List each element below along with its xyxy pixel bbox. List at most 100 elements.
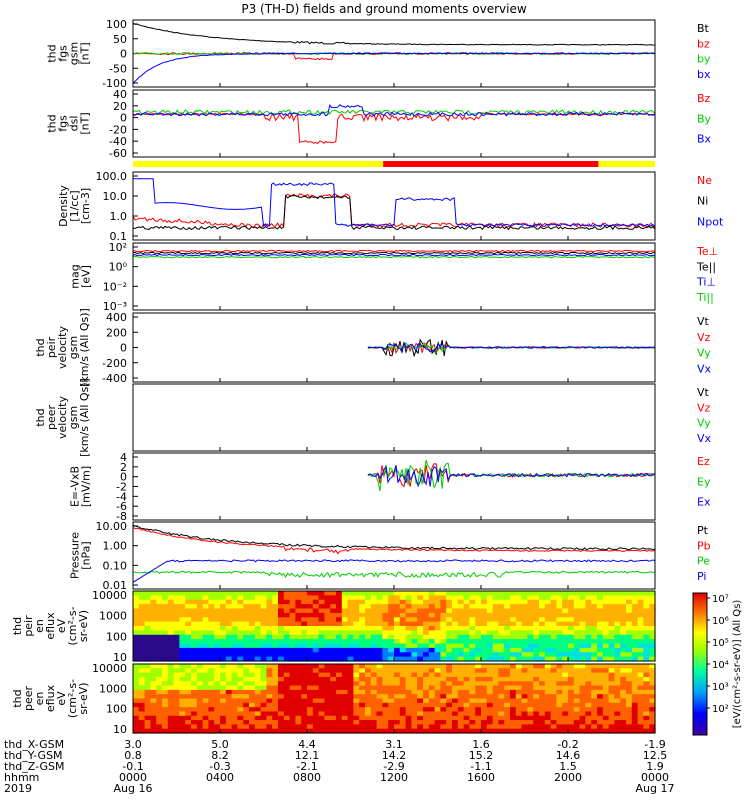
colorbar-tick-label: 10⁶ [712, 616, 729, 627]
spectrogram-cell [643, 702, 650, 708]
spectrogram-cell [341, 664, 349, 669]
spectrogram-cell [370, 630, 378, 636]
spectrogram-cell [220, 604, 227, 610]
spectrogram-cell [562, 591, 569, 596]
spectrogram-cell [138, 630, 146, 636]
spectrogram-cell [510, 664, 517, 669]
spectrogram-cell [324, 634, 331, 640]
spectrogram-cell [626, 595, 633, 601]
spectrogram-cell [446, 711, 453, 717]
spectrogram-cell [301, 634, 308, 640]
spectrogram-cell [266, 702, 273, 708]
spectrogram-cell [237, 608, 244, 614]
spectrogram-cell [295, 652, 302, 658]
spectrogram-cell [608, 676, 615, 682]
y-axis-label: [km/s (All Qs)] [78, 378, 91, 457]
spectrogram-cell [254, 698, 262, 704]
series-line-By [132, 109, 656, 115]
spectrogram-cell [643, 643, 650, 649]
spectrogram-cell [504, 715, 511, 721]
spectrogram-cell [243, 707, 250, 713]
panel-density: 100.010.01.00.1Density[1/cc][cm-3]NeNiNp… [57, 170, 724, 243]
spectrogram-cell [573, 604, 581, 610]
spectrogram-cell [544, 643, 552, 649]
spectrogram-cell [637, 668, 644, 674]
x-tick-label: -0.3 [209, 760, 230, 773]
spectrogram-cell [341, 599, 349, 605]
spectrogram-cell [539, 591, 546, 596]
spectrogram-cell [365, 621, 372, 627]
spectrogram-cell [359, 626, 366, 631]
spectrogram-cell [515, 715, 523, 721]
spectrogram-cell [231, 720, 238, 725]
spectrogram-cell [591, 608, 598, 614]
spectrogram-cell [231, 604, 238, 610]
spectrogram-cell [365, 720, 372, 725]
spectrogram-cell [614, 724, 621, 730]
spectrogram-cell [550, 681, 557, 687]
spectrogram-cell [446, 639, 453, 645]
spectrogram-cell [359, 676, 366, 682]
spectrogram-cell [394, 604, 401, 610]
spectrogram-cell [249, 681, 256, 687]
y-tick-label: 2 [120, 461, 127, 474]
spectrogram-cell [162, 694, 169, 700]
spectrogram-cell [463, 656, 470, 662]
spectrogram-cell [591, 672, 598, 678]
spectrogram-cell [504, 702, 511, 708]
spectrogram-cell [515, 634, 523, 640]
spectrogram-cell [602, 617, 610, 623]
spectrogram-cell [637, 652, 644, 658]
spectrogram-cell [272, 724, 279, 730]
spectrogram-cell [278, 639, 285, 645]
spectrogram-cell [486, 604, 494, 610]
spectrogram-cell [243, 664, 250, 669]
spectrogram-cell [428, 698, 436, 704]
y-tick-label: 0.01 [103, 579, 128, 592]
spectrogram-cell [353, 608, 360, 614]
spectrogram-cell [162, 664, 169, 669]
spectrogram-cell [144, 685, 151, 691]
spectrogram-cell [295, 595, 302, 601]
spectrogram-cell [550, 711, 557, 717]
spectrogram-cell [365, 715, 372, 721]
spectrogram-cell [527, 604, 534, 610]
spectrogram-cell [637, 724, 644, 730]
spectrogram-cell [527, 724, 534, 730]
spectrogram-cell [196, 634, 204, 640]
spectrogram-cell [620, 668, 627, 674]
spectrogram-cell [191, 656, 198, 662]
spectrogram-cell [382, 720, 389, 725]
spectrogram-cell [469, 715, 476, 721]
spectrogram-cell [457, 608, 465, 614]
spectrogram-cell [347, 676, 354, 682]
spectrogram-cell [156, 711, 163, 717]
spectrogram-cell [156, 630, 163, 636]
spectrogram-cell [527, 647, 534, 653]
spectrogram-cell [202, 643, 209, 649]
spectrogram-cell [208, 681, 215, 687]
legend-by: by [697, 53, 711, 66]
spectrogram-cell [283, 599, 291, 605]
spectrogram-cell [510, 608, 517, 614]
spectrogram-cell [423, 707, 430, 713]
spectrogram-cell [231, 656, 238, 662]
spectrogram-cell [469, 591, 476, 596]
spectrogram-cell [434, 681, 441, 687]
spectrogram-cell [417, 639, 424, 645]
spectrogram-cell [637, 676, 644, 682]
colorbar-tick-label: 10³ [712, 682, 729, 693]
spectrogram-cell [220, 698, 227, 704]
spectrogram-cell [243, 694, 250, 700]
spectrogram-cell [457, 643, 465, 649]
spectrogram-cell [330, 639, 337, 645]
spectrogram-cell [167, 604, 175, 610]
spectrogram-cell [278, 608, 285, 614]
spectrogram-cell [428, 591, 436, 596]
spectrogram-cell [573, 672, 581, 678]
spectrogram-cell [608, 724, 615, 730]
spectrogram-cell [144, 612, 151, 618]
spectrogram-cell [579, 728, 586, 734]
spectrogram-cell [185, 698, 192, 704]
spectrogram-cell [585, 647, 592, 653]
